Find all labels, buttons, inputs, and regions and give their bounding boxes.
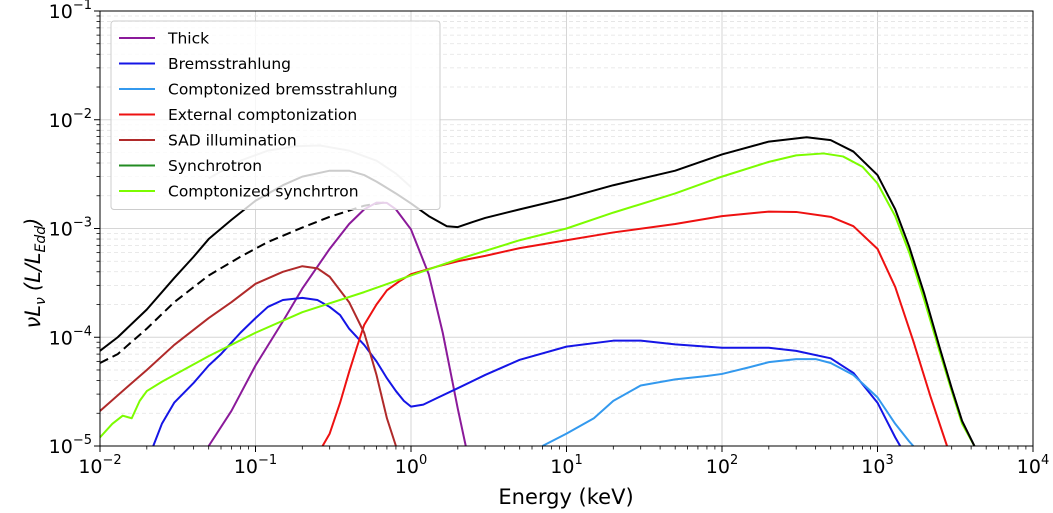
x-tick-label: 104 — [1017, 453, 1049, 478]
legend-label-comptonized-synchrtron: Comptonized synchrtron — [168, 183, 359, 201]
legend-box — [110, 20, 441, 210]
x-tick-label: 102 — [706, 453, 738, 478]
x-tick-label: 10−2 — [78, 453, 121, 478]
svg-text:νLν(L/LEdd): νLν (L/LEdd) — [21, 218, 49, 329]
y-tick-label: 10−5 — [49, 433, 92, 458]
x-tick-label: 103 — [861, 453, 893, 478]
y-axis-label-paren: (L/L — [21, 252, 45, 291]
y-axis-label-prefix: νL — [21, 305, 45, 328]
legend-label-thick: Thick — [167, 30, 209, 48]
x-tick-label: 10−1 — [234, 453, 277, 478]
y-axis-label-close: ) — [21, 218, 45, 228]
series-line-bremsstrahlung — [152, 296, 902, 447]
series-line-unlabeled-1 — [99, 201, 388, 364]
x-tick-label: 101 — [550, 453, 582, 478]
y-axis-label-sub: ν — [33, 297, 49, 305]
legend: Thick Bremsstrahlung Comptonized bremsstra… — [110, 20, 441, 210]
y-tick-label: 10−3 — [49, 216, 92, 241]
series-line-sad-illumination — [99, 265, 397, 447]
x-axis-label-text: Energy (keV) — [498, 485, 633, 509]
series-line-external-comptonization — [321, 210, 948, 447]
x-tick-label: 100 — [395, 453, 427, 478]
y-tick-label: 10−2 — [49, 107, 92, 132]
series-line-comptonized-synchrtron — [99, 152, 976, 447]
x-axis-label: Energy (keV) — [498, 485, 633, 509]
y-axis-label: νLν (L/LEdd) — [21, 218, 49, 329]
legend-label-external-comptonization: External comptonization — [168, 106, 357, 124]
axis-ticks: 10−2 10−1 100 101 102 103 104 10−5 10−4 10−3 10−2 1… — [49, 0, 1050, 478]
y-tick-label: 10−1 — [49, 0, 92, 23]
legend-label-sad-illumination: SAD illumination — [168, 132, 297, 150]
legend-label-bremsstrahlung: Bremsstrahlung — [168, 55, 291, 73]
series-line-unlabeled-9 — [99, 136, 976, 447]
series-line-comptonized-bremsstrahlung — [541, 358, 915, 447]
y-tick-label: 10−4 — [49, 324, 92, 349]
y-axis-label-paren-sub: Edd — [33, 226, 49, 253]
legend-label-synchrotron: Synchrotron — [168, 157, 262, 175]
legend-label-comptonized-bremsstrahlung: Comptonized bremsstrahlung — [168, 81, 398, 99]
